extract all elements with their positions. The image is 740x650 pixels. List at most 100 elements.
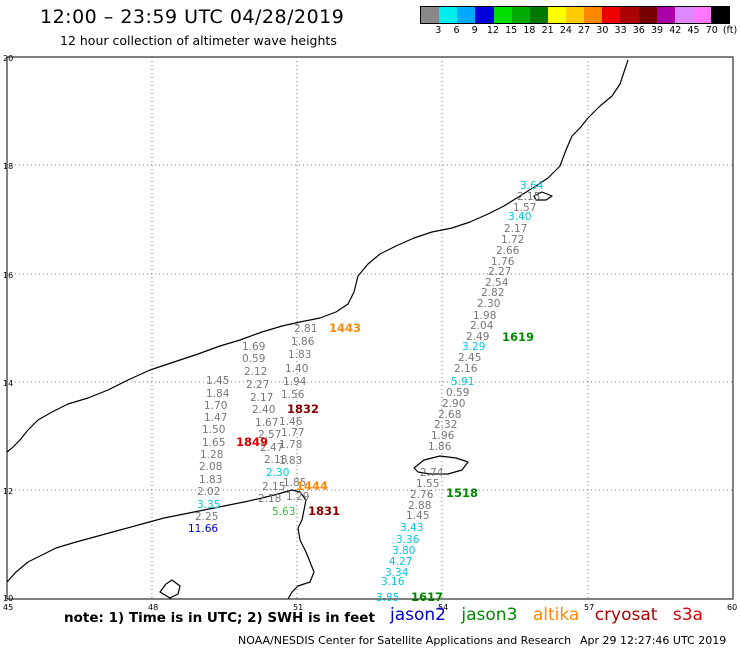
swh-value: 1.83 [279,455,302,467]
color-scale-label: 36 [632,25,645,36]
swh-value: 1.86 [428,441,452,453]
color-swatch [529,7,548,23]
color-scale-label: 9 [471,25,478,36]
swh-value: 2.68 [438,409,461,421]
chart-subtitle: 12 hour collection of altimeter wave hei… [60,33,337,48]
swh-value: 1.77 [281,427,304,439]
color-swatch [439,7,458,23]
legend-jason2: jason2 [390,605,446,625]
legend-altika: altika [532,605,580,625]
lon-tick: 57 [584,603,594,612]
swh-value: 0.59 [446,387,469,399]
swh-value: 2.17 [504,223,527,235]
swh-value: 1.83 [199,474,222,486]
color-swatch [493,7,512,23]
color-swatch [584,7,603,23]
swh-value: 2.49 [466,331,489,343]
swh-value: 2.81 [294,323,317,335]
color-scale-label: 18 [523,25,536,36]
color-swatch [620,7,639,23]
color-scale-swatches [420,6,730,24]
color-swatch [547,7,566,23]
swh-value: 2.66 [496,245,520,257]
swh-value: 3.64 [520,180,544,192]
swh-value: 2.30 [477,298,500,310]
color-scale-label: 6 [453,25,460,36]
color-scale-label: 30 [596,25,609,36]
color-swatch [674,7,693,23]
swh-value: 2.12 [244,366,267,378]
swh-value: 2.32 [434,419,457,431]
mission-legend: jason2 jason3 altika cryosat s3a [390,605,713,625]
color-scale-label: 27 [578,25,591,36]
color-swatch [475,7,494,23]
color-scale-label: 24 [559,25,572,36]
color-scale-label: (ft) [722,25,738,36]
swh-value: 2.08 [199,461,222,473]
swh-value: 1.55 [416,478,439,490]
color-swatch [457,7,476,23]
swh-value: 1.29 [286,491,309,503]
swh-value: 3.36 [396,534,420,546]
pass-time-label: 1444 [296,479,328,493]
swh-value: 1.94 [283,376,307,388]
swh-value: 2.74 [420,467,444,479]
swh-value: 1.98 [473,310,496,322]
swh-value: 0.59 [242,353,265,365]
lat-tick: 12 [3,487,13,496]
legend-jason3: jason3 [461,605,518,625]
swh-value: 11.66 [188,523,218,535]
color-swatch [711,7,730,23]
swh-value: 1.65 [202,437,225,449]
swh-value: 2.47 [260,442,283,454]
legend-s3a: s3a [672,605,703,625]
lat-axis-labels: 10 12 14 16 18 20 [3,54,13,603]
swh-value: 2.02 [197,486,220,498]
color-scale-label: 12 [486,25,499,36]
lon-tick: 51 [293,603,303,612]
swh-value: 2.90 [442,398,465,410]
swh-value: 2.76 [410,489,434,501]
swh-value: 2.82 [481,287,504,299]
swh-value: 1.72 [501,234,524,246]
swh-value: 2.18 [258,493,281,505]
swh-value: 3.40 [508,211,531,223]
pass-time-label: 1518 [446,486,478,500]
swh-value: 3.16 [381,576,405,588]
swh-value: 1.50 [202,424,225,436]
color-swatch [638,7,657,23]
swh-value: 1.45 [406,510,429,522]
lat-tick: 14 [3,379,13,388]
lon-tick: 45 [3,603,13,612]
chart-title: 12:00 – 23:59 UTC 04/28/2019 [40,6,345,28]
lat-tick: 20 [3,54,13,63]
pass-time-label: 1832 [287,402,319,416]
swh-value: 2.40 [252,404,275,416]
swh-value: 2.27 [246,379,269,391]
pass-time-label: 1849 [236,435,268,449]
color-scale: 3 6 9 12 15 18 21 24 27 30 33 36 39 42 45 70 (ft) [420,6,737,38]
footnote: note: 1) Time is in UTC; 2) SWH is in fe… [64,610,375,626]
lon-tick: 48 [148,603,158,612]
swh-value: 1.45 [206,375,229,387]
swh-value: 1.70 [204,400,227,412]
color-scale-label: 45 [687,25,700,36]
swh-value: 3.85 [376,592,399,604]
swh-value: 1.84 [206,388,230,400]
swh-value: 3.80 [392,545,415,557]
swh-value: 2.57 [258,429,281,441]
color-swatch [692,7,711,23]
color-swatch [566,7,585,23]
swh-value: 2.27 [488,266,511,278]
swh-value: 1.83 [288,349,311,361]
lat-tick: 10 [3,594,13,603]
swh-value: 2.54 [485,277,509,289]
color-scale-label: 21 [541,25,554,36]
swh-value: 1.67 [255,417,278,429]
swh-value: 1.56 [281,389,305,401]
coastline [6,59,629,600]
swh-value: 1.69 [242,341,265,353]
swh-value: 2.16 [454,363,478,375]
color-scale-label: 70 [705,25,718,36]
color-swatch [421,7,440,23]
